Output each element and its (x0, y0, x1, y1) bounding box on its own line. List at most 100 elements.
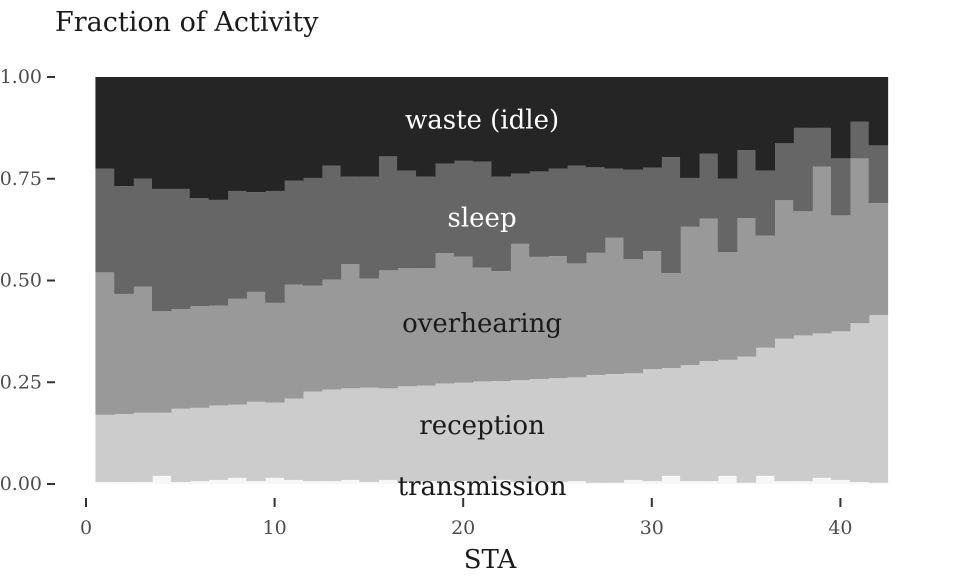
area-segment-overhearing (397, 268, 417, 387)
area-segment-sleep (472, 161, 493, 268)
area-segment-reception (717, 359, 738, 476)
area-segment-waste-idle (661, 77, 681, 158)
area-segment-transmission (793, 481, 813, 484)
area-segment-overhearing (95, 272, 115, 415)
y-tick-label: 0.00 (0, 473, 42, 495)
area-segment-transmission (510, 481, 530, 484)
area-segment-waste-idle (680, 77, 700, 178)
area-segment-sleep (642, 167, 662, 252)
area-segment-reception (623, 373, 643, 480)
area-segment-sleep (623, 169, 643, 260)
area-segment-reception (246, 401, 266, 482)
area-segment-reception (510, 380, 530, 482)
area-segment-waste-idle (397, 77, 417, 171)
area-segment-waste-idle (529, 77, 549, 172)
x-tick-label: 40 (828, 517, 852, 539)
area-segment-sleep (774, 143, 794, 201)
y-tick-label: 0.75 (0, 168, 42, 190)
area-segment-reception (265, 402, 285, 478)
area-segment-waste-idle (812, 77, 832, 128)
area-segment-reception (868, 315, 889, 483)
area-segment-overhearing (566, 263, 587, 378)
area-segment-overhearing (321, 279, 342, 390)
area-segment-overhearing (604, 237, 625, 375)
area-segment-overhearing (736, 218, 757, 357)
area-segment-waste-idle (95, 77, 115, 169)
area-segment-overhearing (170, 308, 191, 409)
area-segment-transmission (397, 481, 417, 484)
area-segment-reception (661, 368, 681, 476)
area-segment-sleep (284, 180, 304, 285)
area-segment-waste-idle (453, 77, 474, 161)
area-segment-overhearing (114, 293, 134, 414)
area-segment-waste-idle (510, 77, 530, 174)
area-segment-sleep (133, 178, 153, 287)
area-segment-sleep (680, 177, 700, 227)
area-segment-reception (114, 414, 134, 482)
area-segment-reception (378, 388, 398, 480)
area-segment-transmission (95, 481, 115, 484)
area-segment-waste-idle (170, 77, 191, 189)
area-segment-waste-idle (793, 77, 813, 128)
area-segment-reception (133, 412, 153, 482)
area-segment-reception (152, 412, 172, 476)
area-segment-waste-idle (340, 77, 361, 177)
area-segment-waste-idle (265, 77, 285, 191)
area-segment-reception (227, 404, 247, 478)
area-segment-sleep (793, 127, 813, 212)
area-segment-sleep (208, 199, 229, 306)
area-segment-transmission (812, 477, 832, 484)
y-tick-label: 0.50 (0, 270, 42, 292)
area-segment-transmission (434, 481, 455, 484)
area-segment-transmission (227, 477, 247, 484)
area-segment-reception (95, 414, 115, 482)
series-label-sleep: sleep (448, 203, 517, 233)
area-segment-sleep (434, 163, 455, 254)
series-label-overhearing: overhearing (402, 309, 562, 339)
area-segment-overhearing (359, 278, 379, 388)
area-segment-overhearing (152, 311, 172, 413)
area-segment-sleep (170, 188, 191, 309)
area-segment-transmission (359, 481, 379, 484)
area-segment-reception (472, 381, 493, 482)
area-segment-reception (793, 335, 813, 482)
area-segment-reception (642, 369, 662, 482)
area-segment-transmission (849, 481, 870, 484)
area-segment-overhearing (208, 305, 229, 406)
area-segment-overhearing (623, 259, 643, 374)
area-segment-waste-idle (849, 77, 870, 122)
y-tick-label: 1.00 (0, 66, 42, 88)
area-segment-waste-idle (152, 77, 172, 189)
area-segment-sleep (302, 177, 323, 286)
area-segment-overhearing (227, 298, 247, 405)
area-segment-sleep (717, 178, 738, 253)
area-segment-waste-idle (133, 77, 153, 179)
area-segment-waste-idle (359, 77, 379, 177)
area-segment-reception (755, 347, 775, 476)
area-segment-waste-idle (227, 77, 247, 191)
area-segment-reception (698, 361, 719, 482)
area-segment-overhearing (302, 285, 323, 392)
area-segment-transmission (585, 482, 606, 484)
area-segment-waste-idle (208, 77, 229, 200)
y-axis-title: Fraction of Activity (55, 7, 319, 38)
area-segment-sleep (265, 190, 285, 303)
area-segment-transmission (736, 482, 757, 484)
area-segment-sleep (661, 157, 681, 274)
area-segment-transmission (208, 479, 229, 484)
area-segment-reception (434, 383, 455, 482)
area-segment-sleep (491, 176, 511, 272)
area-segment-waste-idle (623, 77, 643, 170)
area-segment-sleep (340, 176, 361, 265)
area-segment-transmission (604, 482, 625, 484)
area-segment-overhearing (868, 203, 889, 316)
area-segment-waste-idle (566, 77, 587, 166)
area-segment-waste-idle (246, 77, 266, 193)
area-segment-overhearing (849, 158, 870, 324)
area-segment-sleep (152, 188, 172, 312)
area-segment-overhearing (472, 267, 493, 382)
area-segment-overhearing (284, 284, 304, 399)
area-segment-transmission (302, 481, 323, 484)
area-segment-waste-idle (472, 77, 493, 162)
